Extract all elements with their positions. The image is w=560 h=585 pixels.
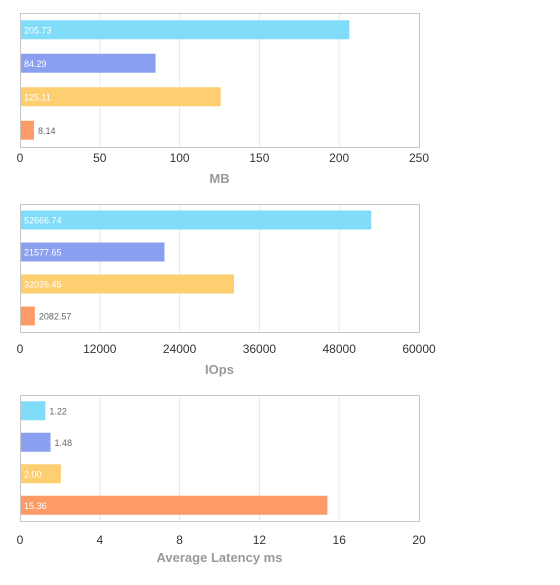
tick-label-1-4: 48000: [323, 342, 357, 356]
tick-label-0-4: 200: [329, 151, 349, 165]
data-label-0-3: 8.14: [38, 126, 56, 136]
data-label-2-3: 15.36: [24, 501, 47, 511]
bar-0-2: [21, 87, 221, 107]
axis-label-0: MB: [209, 171, 229, 186]
tick-label-1-0: 0: [17, 342, 24, 356]
tick-label-2-3: 12: [253, 533, 267, 547]
bar-1-1: [21, 242, 165, 262]
tick-label-0-5: 250: [409, 151, 429, 165]
tick-label-2-4: 16: [333, 533, 347, 547]
bar-1-0: [21, 210, 372, 230]
data-label-1-0: 52666.74: [24, 216, 62, 226]
bar-1-3: [21, 306, 35, 326]
tick-label-1-2: 24000: [163, 342, 197, 356]
data-label-1-2: 32026.45: [24, 280, 62, 290]
tick-label-0-1: 50: [93, 151, 107, 165]
tick-label-0-2: 100: [170, 151, 190, 165]
plot-frame-0: [20, 13, 420, 148]
bar-2-0: [21, 401, 46, 421]
data-label-0-0: 205.73: [24, 25, 52, 35]
data-label-2-0: 1.22: [49, 406, 67, 416]
data-label-1-3: 2082.57: [39, 312, 72, 322]
axis-label-1: IOps: [205, 362, 234, 377]
data-label-2-2: 2.00: [24, 469, 42, 479]
bar-2-3: [21, 495, 328, 515]
data-label-0-1: 84.29: [24, 59, 47, 69]
tick-label-0-3: 150: [249, 151, 269, 165]
bar-2-2: [21, 464, 61, 484]
bar-0-0: [21, 20, 350, 40]
tick-label-2-2: 8: [176, 533, 183, 547]
bar-2-1: [21, 432, 51, 452]
data-label-2-1: 1.48: [55, 438, 73, 448]
bar-1-2: [21, 274, 234, 294]
bar-0-1: [21, 53, 156, 73]
tick-label-2-5: 20: [412, 533, 426, 547]
axis-label-2: Average Latency ms: [157, 550, 283, 565]
bar-0-3: [21, 120, 34, 140]
data-label-1-1: 21577.65: [24, 248, 62, 258]
tick-label-1-1: 12000: [83, 342, 117, 356]
data-label-0-2: 125.11: [24, 92, 51, 102]
plot-frame-2: [20, 395, 420, 522]
tick-label-1-3: 36000: [243, 342, 277, 356]
plot-frame-1: [20, 204, 420, 333]
tick-label-2-1: 4: [96, 533, 103, 547]
tick-label-0-0: 0: [17, 151, 24, 165]
tick-label-1-5: 60000: [402, 342, 436, 356]
tick-label-2-0: 0: [17, 533, 24, 547]
